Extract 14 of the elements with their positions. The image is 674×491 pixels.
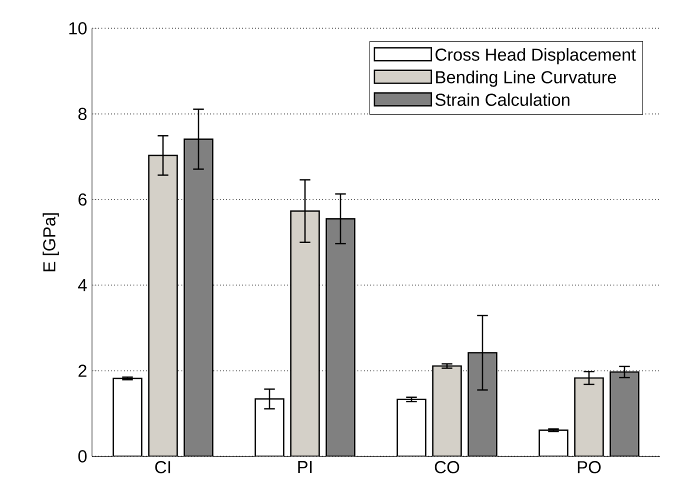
x-tick-label: PI <box>298 461 312 473</box>
x-tick-label: CO <box>434 461 460 474</box>
y-tick-label: 10 <box>69 22 87 34</box>
y-tick-label: 8 <box>78 108 87 120</box>
y-tick-label: 0 <box>78 450 87 462</box>
legend-label: Strain Calculation <box>435 93 570 106</box>
y-tick-label: 6 <box>78 193 87 206</box>
y-tick-label: 2 <box>78 364 86 377</box>
y-tick-label: 4 <box>78 279 87 292</box>
x-tick-label: PO <box>578 461 601 474</box>
x-tick-label: CI <box>155 461 170 474</box>
legend-label: Bending Line Curvature <box>436 70 616 87</box>
y-axis-title: E [GPa] <box>42 213 59 272</box>
legend-label: Cross Head Displacement <box>436 48 636 64</box>
